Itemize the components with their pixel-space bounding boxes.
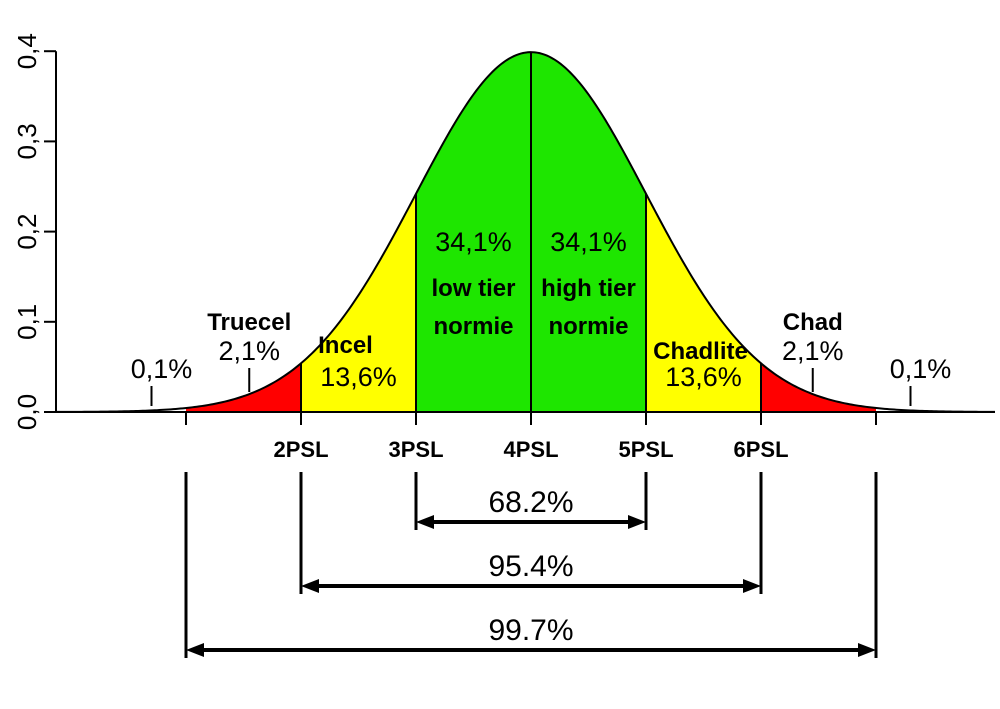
band-percent: 13,6% [665,362,742,392]
band-labels: 34,1% low tier normie 34,1% high tier normie I… [318,227,748,392]
band-5 [761,363,876,412]
density-curve [55,51,996,413]
y-tick-label: 0,3 [12,123,42,159]
tail-percent: 0,1% [131,354,193,384]
band-0 [186,363,301,412]
tail-percent: 2,1% [782,336,844,366]
tail-percent: 0,1% [890,354,952,384]
range-percent: 99.7% [488,614,573,647]
curve-layer [55,51,996,413]
range-arrowhead-left [301,579,319,593]
x-tick-label: 5PSL [618,437,673,462]
y-tick-label: 0,0 [12,394,42,430]
band-name: Incel [318,332,373,359]
range-arrowhead-right [743,579,761,593]
tail-name: Truecel [207,309,291,336]
range-percent: 95.4% [488,550,573,583]
band-name-line2: normie [548,313,628,340]
range-brackets: 68.2% 95.4% 99.7% [184,472,878,658]
x-tick-label: 6PSL [733,437,788,462]
y-tick-label: 0,1 [12,304,42,340]
x-tick-label: 2PSL [273,437,328,462]
y-tick-label: 0,2 [12,214,42,250]
band-name: Chadlite [653,338,748,365]
range-arrowhead-right [628,515,646,529]
band-name-line1: low tier [431,275,515,302]
band-percent: 34,1% [550,227,627,257]
tail-name: Chad [783,309,843,336]
y-axis: 0,0 0,1 0,2 0,3 0,4 [12,33,57,430]
range-arrowhead-right [858,643,876,657]
tail-percent: 2,1% [218,336,280,366]
band-name-line2: normie [433,313,513,340]
x-tick-label: 3PSL [388,437,443,462]
band-percent: 13,6% [320,362,397,392]
band-name-line1: high tier [541,275,636,302]
x-axis: 2PSL 3PSL 4PSL 5PSL 6PSL [185,412,877,462]
y-tick-label: 0,4 [12,33,42,69]
range-percent: 68.2% [488,486,573,519]
range-arrowhead-left [416,515,434,529]
range-arrowhead-left [186,643,204,657]
x-tick-label: 4PSL [503,437,558,462]
band-percent: 34,1% [435,227,512,257]
